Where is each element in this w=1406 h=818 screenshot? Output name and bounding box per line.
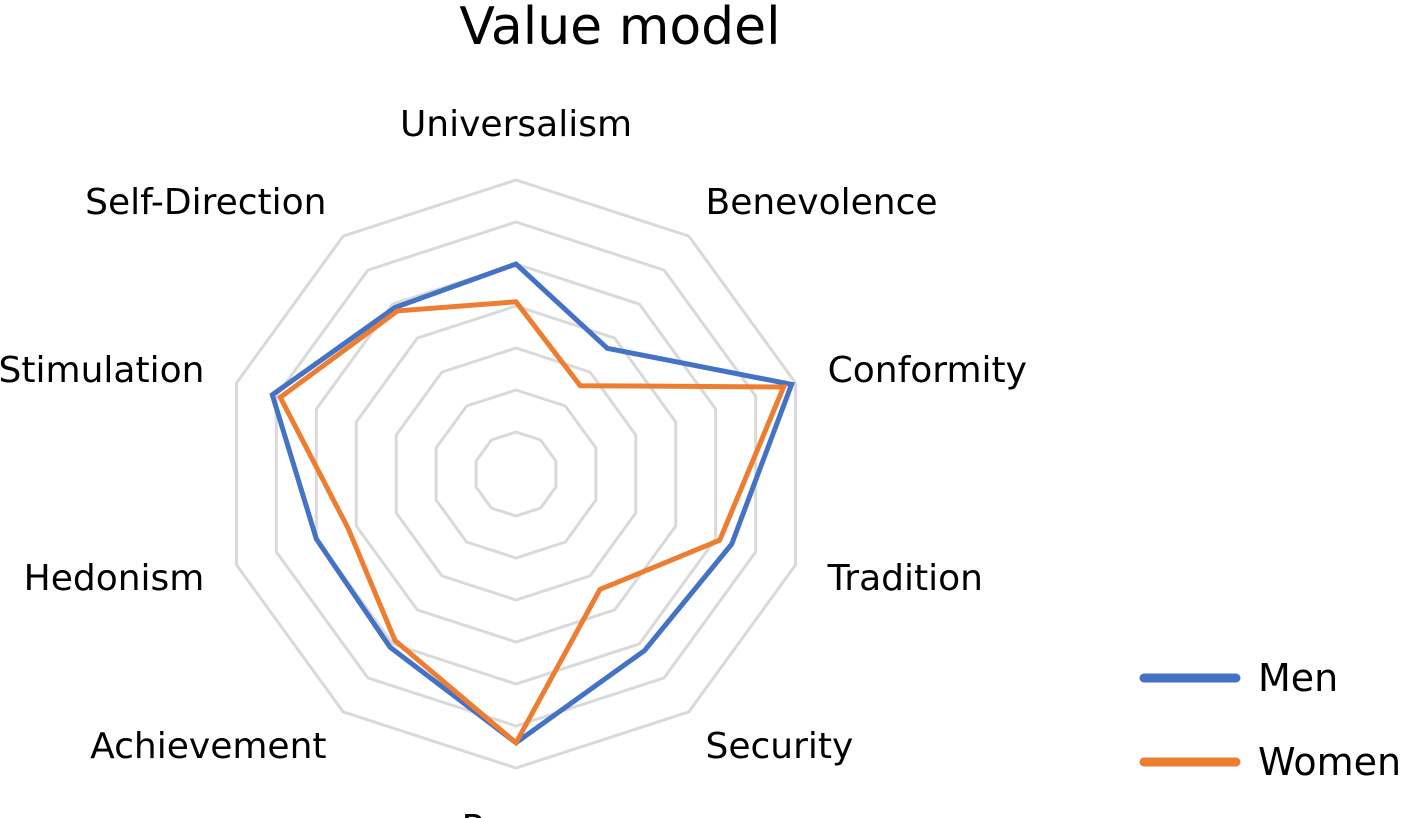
category-label-security: Security: [706, 726, 854, 767]
legend-label-women: Women: [1258, 740, 1401, 784]
category-label-benevolence: Benevolence: [706, 182, 938, 223]
radar-series: [269, 261, 795, 747]
category-labels: Universalism Benevolence Conformity Traditi…: [0, 104, 1027, 818]
category-label-conformity: Conformity: [828, 350, 1027, 391]
grid-ring-2: [434, 388, 598, 560]
category-label-tradition: Tradition: [827, 558, 983, 599]
category-label-hedonism: Hedonism: [24, 558, 205, 599]
category-label-stimulation: Stimulation: [0, 350, 204, 391]
series-women-line: [277, 299, 788, 747]
grid-ring-1: [474, 430, 558, 518]
category-label-achievement: Achievement: [90, 726, 326, 767]
grid-ring-4: [354, 304, 678, 644]
radar-grid: [234, 178, 798, 770]
category-label-power: Power: [462, 808, 571, 818]
category-label-universalism: Universalism: [400, 104, 632, 145]
grid-ring-7: [234, 178, 798, 770]
legend-label-men: Men: [1258, 656, 1338, 700]
category-label-self-direction: Self-Direction: [85, 182, 326, 223]
grid-ring-6: [274, 220, 758, 728]
chart-title: Value model: [459, 0, 780, 57]
grid-ring-3: [394, 346, 638, 602]
legend: Men Women: [1139, 656, 1401, 784]
grid-ring-5: [314, 262, 718, 686]
